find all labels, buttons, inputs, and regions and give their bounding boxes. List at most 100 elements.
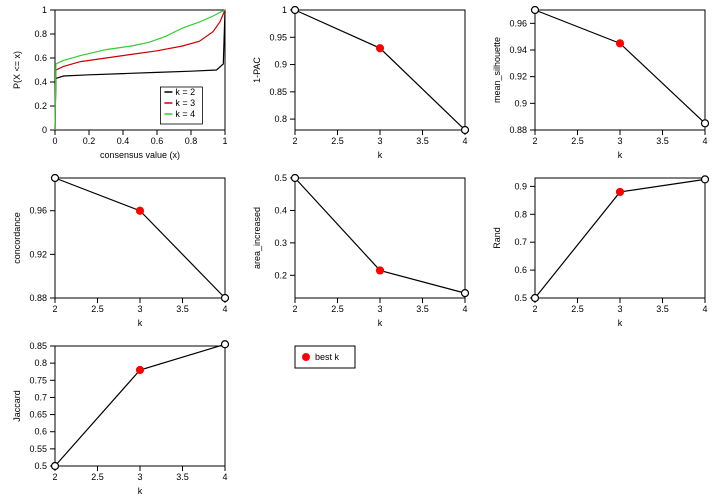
ytick-label: 0.8: [514, 209, 527, 219]
best-k-point: [617, 188, 624, 195]
k-point: [52, 463, 59, 470]
ytick-label: 0.5: [34, 461, 47, 471]
legend-item: k = 4: [175, 109, 195, 119]
ytick-label: 0.5: [514, 293, 527, 303]
k-point: [292, 7, 299, 14]
best-k-point: [137, 207, 144, 214]
chart-grid: 00.20.40.60.8100.20.40.60.81consensus va…: [0, 0, 720, 504]
xtick-label: 4: [702, 304, 707, 314]
ylabel: P(X <= x): [12, 51, 22, 89]
ytick-label: 0.6: [34, 427, 47, 437]
k-point: [702, 120, 709, 127]
k-point: [292, 175, 299, 182]
panel-rand: 22.533.540.50.60.70.80.9kRand: [492, 176, 709, 328]
xtick-label: 3: [137, 304, 142, 314]
ytick-label: 0.92: [29, 249, 47, 259]
ytick-label: 0.8: [34, 29, 47, 39]
ylabel: Rand: [492, 227, 502, 249]
ytick-label: 0.95: [269, 32, 287, 42]
xtick-label: 3.5: [416, 304, 429, 314]
xtick-label: 2: [532, 136, 537, 146]
xtick-label: 2.5: [331, 136, 344, 146]
ytick-label: 0.96: [509, 18, 527, 28]
xtick-label: 3: [137, 472, 142, 482]
xtick-label: 3.5: [176, 304, 189, 314]
ytick-label: 0.9: [514, 181, 527, 191]
xtick-label: 4: [222, 472, 227, 482]
ytick-label: 0.85: [269, 87, 287, 97]
xtick-label: 0.4: [117, 136, 130, 146]
ytick-label: 0.7: [34, 392, 47, 402]
best-k-point: [617, 40, 624, 47]
xtick-label: 4: [462, 304, 467, 314]
metric-line: [535, 10, 705, 123]
ytick-label: 0.3: [274, 238, 287, 248]
best-k-icon: [303, 354, 310, 361]
xtick-label: 3.5: [416, 136, 429, 146]
xlabel: consensus value (x): [100, 150, 180, 160]
xtick-label: 3: [617, 304, 622, 314]
ytick-label: 0.65: [29, 410, 47, 420]
ytick-label: 0.5: [274, 173, 287, 183]
xtick-label: 2: [292, 304, 297, 314]
xtick-label: 3.5: [656, 136, 669, 146]
xtick-label: 2: [292, 136, 297, 146]
k-point: [532, 295, 539, 302]
legend-item: k = 2: [175, 87, 195, 97]
best-k-point: [377, 267, 384, 274]
panel-area_inc: 2 2.5 3 3.5 4 0.2 0.3 0.4 0.5 k area_increased: [252, 173, 469, 328]
xlabel: k: [378, 150, 383, 160]
k-point: [222, 341, 229, 348]
metric-line: [55, 178, 225, 298]
xtick-label: 2.5: [331, 304, 344, 314]
xtick-label: 4: [462, 136, 467, 146]
ytick-label: 0.2: [274, 270, 287, 280]
ylabel: mean_silhouette: [492, 37, 502, 103]
xtick-label: 2.5: [571, 136, 584, 146]
ytick-label: 0.9: [274, 60, 287, 70]
ytick-label: 0.2: [34, 101, 47, 111]
ytick-label: 0.96: [29, 206, 47, 216]
ytick-label: 0.85: [29, 341, 47, 351]
xtick-label: 3: [377, 136, 382, 146]
ytick-label: 1: [282, 5, 287, 15]
k-point: [222, 295, 229, 302]
ytick-label: 0.92: [509, 72, 527, 82]
metric-line: [295, 10, 465, 130]
ytick-label: 0.88: [29, 293, 47, 303]
k-point: [52, 175, 59, 182]
xlabel: k: [618, 318, 623, 328]
xtick-label: 4: [222, 304, 227, 314]
ytick-label: 0.8: [34, 358, 47, 368]
xlabel: k: [138, 318, 143, 328]
panel-concordance: 22.533.540.880.920.96kconcordance: [12, 175, 229, 329]
xlabel: k: [378, 318, 383, 328]
best-k-point: [377, 45, 384, 52]
xtick-label: 2: [52, 304, 57, 314]
ytick-label: 0.6: [514, 265, 527, 275]
xlabel: k: [618, 150, 623, 160]
ylabel: area_increased: [252, 207, 262, 269]
best-k-legend: best k: [295, 346, 355, 368]
xtick-label: 0.2: [83, 136, 96, 146]
k-point: [532, 7, 539, 14]
ytick-label: 0.4: [274, 205, 287, 215]
ylabel: concordance: [12, 212, 22, 264]
ylabel: Jaccard: [12, 390, 22, 422]
ylabel: 1-PAC: [252, 57, 262, 83]
panel-cdf: 00.20.40.60.8100.20.40.60.81consensus va…: [12, 5, 228, 160]
xtick-label: 0.8: [185, 136, 198, 146]
k-point: [702, 176, 709, 183]
panel-one_pac: 22.533.540.80.850.90.951k1-PAC: [252, 5, 469, 160]
xtick-label: 3: [377, 304, 382, 314]
panel-jaccard: 22.533.540.50.550.60.650.70.750.80.85kJa…: [12, 341, 229, 496]
ytick-label: 0.6: [34, 53, 47, 63]
metric-line: [295, 178, 465, 293]
ytick-label: 1: [42, 5, 47, 15]
ytick-label: 0.9: [514, 98, 527, 108]
panel-silhouette: 22.533.540.880.90.920.940.96kmean_silhou…: [492, 7, 709, 161]
ytick-label: 0.55: [29, 444, 47, 454]
ytick-label: 0.75: [29, 375, 47, 385]
k-point: [462, 290, 469, 297]
ytick-label: 0.88: [509, 125, 527, 135]
